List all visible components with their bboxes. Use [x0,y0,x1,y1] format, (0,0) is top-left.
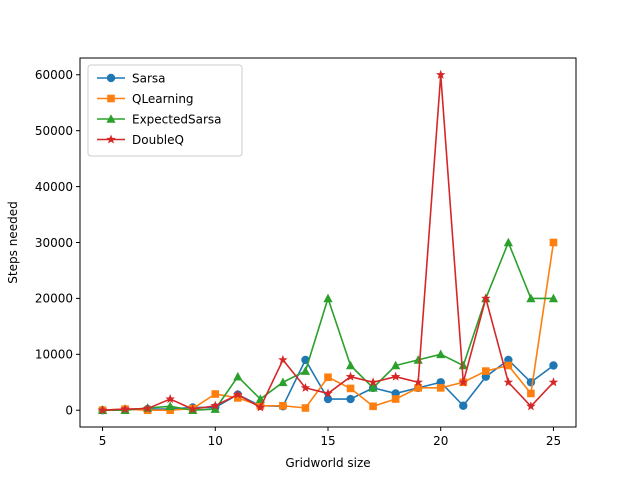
legend-marker-sarsa [106,73,116,83]
data-point-qlearning [549,238,558,247]
y-tick-label: 20000 [35,292,73,306]
series-expectedsarsa [97,237,559,415]
x-tick-label: 10 [208,434,223,448]
data-point-expectedsarsa [436,349,446,359]
data-point-expectedsarsa [210,404,220,413]
data-point-qlearning [391,395,400,403]
data-point-doubleq [300,382,311,392]
data-point-doubleq [503,377,514,387]
data-point-doubleq [233,389,243,399]
data-point-doubleq [481,293,491,303]
data-point-expectedsarsa [323,293,333,303]
data-point-sarsa [459,401,468,410]
y-tick-label: 10000 [35,348,73,362]
data-point-qlearning [504,361,513,370]
data-point-sarsa [549,361,558,370]
data-point-doubleq [120,404,130,414]
data-point-qlearning [414,384,422,392]
data-point-expectedsarsa [233,371,243,381]
data-point-qlearning [234,394,242,402]
data-point-expectedsarsa [300,366,311,375]
axis-ticks: 5 10 15 20 25 0 10000 20000 30000 40000 50000 60000 [35,68,561,448]
x-tick-label: 25 [546,434,561,448]
y-tick-label: 50000 [35,124,73,138]
legend-marker-expectedsarsa [106,114,116,123]
series-doubleq [97,69,559,415]
data-point-doubleq [458,377,469,387]
x-tick-label: 20 [433,434,448,448]
y-tick-label: 60000 [35,68,73,82]
data-point-doubleq [413,377,423,387]
data-point-expectedsarsa [391,360,401,370]
series-layer [97,69,559,415]
data-point-expectedsarsa [368,383,378,392]
data-point-expectedsarsa [255,394,265,403]
plot-frame [79,57,577,428]
data-point-doubleq [345,371,356,381]
data-point-expectedsarsa [165,401,175,411]
data-point-expectedsarsa [526,293,536,303]
data-point-qlearning [166,406,174,415]
data-point-qlearning [279,401,287,410]
data-point-qlearning [346,384,355,393]
data-point-qlearning [324,373,332,382]
data-point-qlearning [211,390,220,398]
x-tick-label: 5 [99,434,107,448]
data-point-doubleq [368,377,378,387]
y-tick-label: 30000 [35,236,73,250]
legend-marker-doubleq [106,134,116,144]
data-point-doubleq [255,402,266,412]
data-point-doubleq [165,394,175,404]
legend-box [87,64,243,157]
data-point-qlearning [301,404,310,412]
legend-label-qlearning: QLearning [132,92,194,106]
data-point-expectedsarsa [278,377,288,387]
data-point-doubleq [435,69,446,79]
x-axis-label: Gridworld size [285,456,370,470]
data-point-doubleq [210,400,221,410]
x-tick-label: 15 [320,434,335,448]
y-tick-label: 0 [65,404,73,418]
data-point-doubleq [323,388,333,398]
y-axis-label: Steps needed [6,201,20,283]
data-point-expectedsarsa [503,237,513,247]
data-point-doubleq [390,371,401,381]
legend: Sarsa QLearning ExpectedSarsa DoubleQ [87,64,243,157]
data-point-qlearning [369,402,377,411]
data-point-qlearning [482,367,490,375]
data-point-doubleq [187,404,198,414]
data-point-doubleq [526,401,536,411]
data-point-doubleq [278,354,288,364]
data-point-qlearning [436,384,445,392]
data-point-expectedsarsa [548,293,559,303]
data-point-sarsa [346,394,355,404]
legend-label-sarsa: Sarsa [132,71,166,85]
legend-marker-qlearning [107,94,115,103]
data-point-qlearning [527,389,535,398]
data-point-doubleq [548,377,559,387]
y-tick-label: 40000 [35,180,73,194]
legend-label-expectedsarsa: ExpectedSarsa [132,112,222,126]
data-point-expectedsarsa [458,360,468,370]
data-point-doubleq [97,405,108,415]
data-point-expectedsarsa [345,360,356,370]
data-point-sarsa [323,394,333,404]
data-point-sarsa [526,378,536,387]
legend-label-doubleq: DoubleQ [132,133,184,147]
data-point-doubleq [142,403,153,413]
